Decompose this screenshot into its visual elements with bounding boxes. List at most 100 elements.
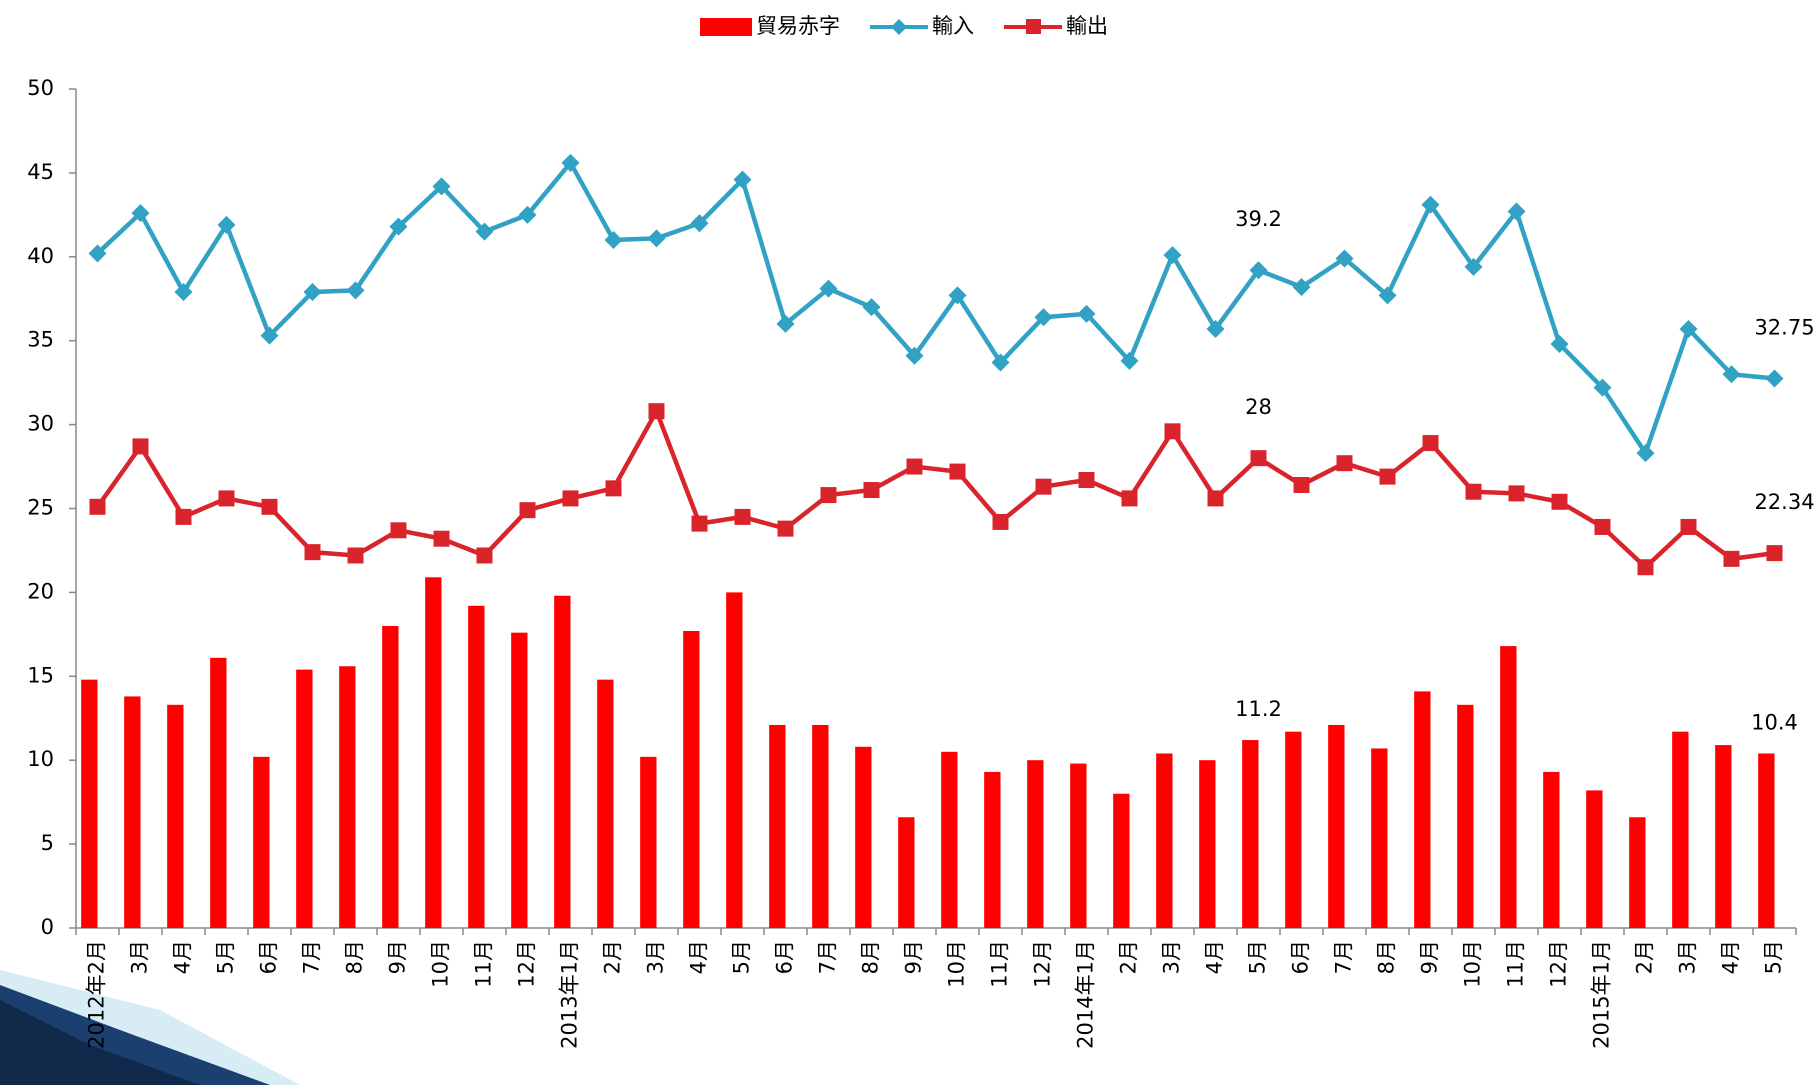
marker: [735, 509, 751, 525]
data-label: 22.34: [1754, 490, 1814, 514]
marker: [993, 514, 1009, 530]
x-tick-label: 8月: [343, 940, 367, 974]
bar: [1328, 725, 1344, 928]
bar: [468, 606, 484, 928]
x-tick-label: 10月: [1461, 940, 1485, 988]
bar: [253, 757, 269, 928]
bar: [81, 680, 97, 928]
marker: [1079, 472, 1095, 488]
legend-swatch: [700, 18, 752, 36]
bar: [769, 725, 785, 928]
bar: [898, 817, 914, 928]
bar: [339, 666, 355, 928]
x-tick-label: 5月: [1762, 940, 1786, 974]
marker: [1337, 455, 1353, 471]
marker: [176, 509, 192, 525]
marker: [1380, 469, 1396, 485]
x-tick-label: 8月: [1375, 940, 1399, 974]
data-label: 32.75: [1754, 315, 1814, 339]
bar: [1199, 760, 1215, 928]
y-tick-label: 30: [27, 412, 54, 436]
bar: [1715, 745, 1731, 928]
x-tick-label: 9月: [386, 940, 410, 974]
bar: [1027, 760, 1043, 928]
x-tick-label: 12月: [1031, 940, 1055, 988]
bar: [984, 772, 1000, 928]
x-tick-label: 3月: [128, 940, 152, 974]
marker: [605, 231, 623, 249]
x-tick-label: 3月: [1160, 940, 1184, 974]
marker: [649, 403, 665, 419]
bar: [167, 705, 183, 928]
marker: [348, 547, 364, 563]
marker: [1509, 485, 1525, 501]
y-tick-label: 5: [41, 831, 54, 855]
marker: [1552, 494, 1568, 510]
bar: [382, 626, 398, 928]
marker: [1466, 484, 1482, 500]
legend-label: 輸入: [932, 14, 974, 38]
marker: [305, 544, 321, 560]
bar: [597, 680, 613, 928]
x-tick-label: 5月: [730, 940, 754, 974]
x-tick-label: 2015年1月: [1590, 940, 1614, 1049]
bar: [425, 577, 441, 928]
bar: [1070, 764, 1086, 928]
bar: [1113, 794, 1129, 928]
marker: [391, 522, 407, 538]
chart: 貿易赤字輸入輸出 051015202530354045502012年2月3月4月…: [0, 0, 1820, 1085]
legend-label: 輸出: [1066, 14, 1108, 38]
x-tick-label: 10月: [945, 940, 969, 988]
x-tick-label: 7月: [1332, 940, 1356, 974]
decoration: [0, 970, 300, 1085]
bar: [726, 592, 742, 928]
bar: [1242, 740, 1258, 928]
marker: [1638, 559, 1654, 575]
x-tick-label: 12月: [1547, 940, 1571, 988]
bar: [1500, 646, 1516, 928]
bar: [554, 596, 570, 928]
marker: [1294, 477, 1310, 493]
x-tick-label: 7月: [816, 940, 840, 974]
marker: [692, 516, 708, 532]
bar: [1371, 748, 1387, 928]
marker: [219, 490, 235, 506]
x-tick-label: 9月: [902, 940, 926, 974]
marker: [1164, 246, 1182, 264]
data-label: 10.4: [1751, 710, 1798, 734]
x-tick-label: 2月: [1633, 940, 1657, 974]
y-tick-label: 0: [41, 915, 54, 939]
marker: [1766, 369, 1784, 387]
bar: [511, 633, 527, 928]
bar: [683, 631, 699, 928]
data-label: 11.2: [1235, 697, 1282, 721]
marker: [133, 438, 149, 454]
legend-marker: [891, 19, 907, 35]
x-tick-label: 4月: [171, 940, 195, 974]
y-tick-label: 40: [27, 244, 54, 268]
marker: [1122, 490, 1138, 506]
legend-marker: [1026, 19, 1041, 34]
data-label: 28: [1245, 395, 1272, 419]
x-tick-label: 8月: [859, 940, 883, 974]
bar: [1758, 753, 1774, 928]
marker: [434, 531, 450, 547]
marker: [648, 229, 666, 247]
x-tick-label: 11月: [1504, 940, 1528, 988]
marker: [950, 464, 966, 480]
bar: [1285, 732, 1301, 928]
bar: [1457, 705, 1473, 928]
bar: [855, 747, 871, 928]
marker: [606, 480, 622, 496]
marker: [1595, 519, 1611, 535]
marker: [1165, 423, 1181, 439]
x-tick-label: 11月: [988, 940, 1012, 988]
marker: [1251, 450, 1267, 466]
marker: [1767, 545, 1783, 561]
bar: [1672, 732, 1688, 928]
marker: [821, 487, 837, 503]
x-tick-label: 2月: [601, 940, 625, 974]
x-tick-label: 3月: [1676, 940, 1700, 974]
x-tick-label: 5月: [214, 940, 238, 974]
bar: [941, 752, 957, 928]
